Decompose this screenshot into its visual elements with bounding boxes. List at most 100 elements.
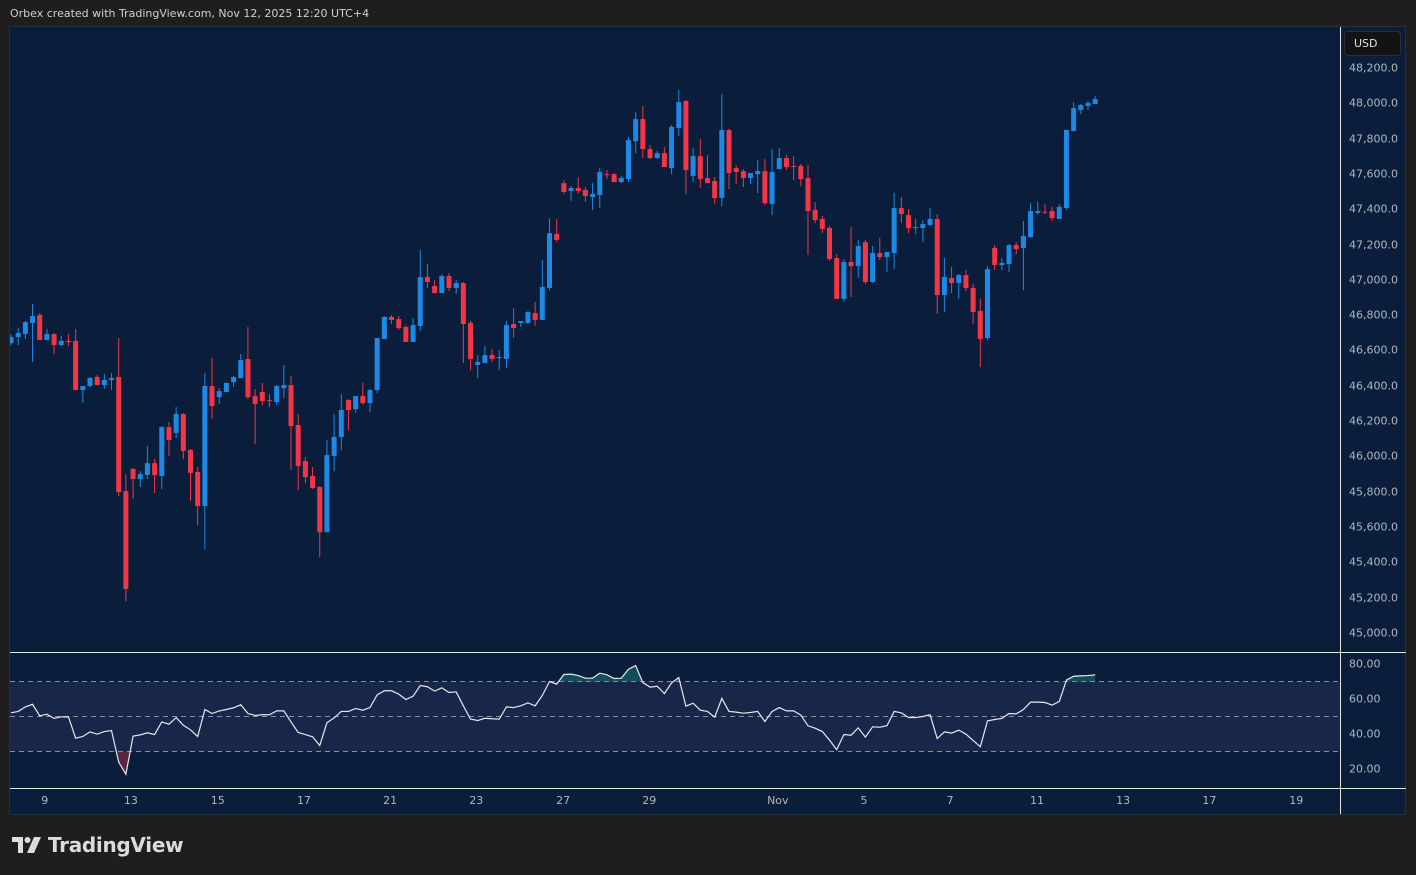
candle — [712, 177, 718, 204]
candle-body — [669, 126, 675, 169]
candle — [604, 170, 610, 180]
candle — [274, 385, 280, 406]
candle — [381, 316, 387, 340]
candle — [152, 459, 158, 493]
candle — [525, 310, 531, 325]
candle-body — [783, 158, 789, 168]
candle-body — [1085, 102, 1091, 106]
time-tick-label: 13 — [1116, 794, 1131, 807]
candle — [654, 150, 660, 160]
candle — [783, 155, 789, 171]
candle — [956, 274, 962, 299]
candle-body — [970, 287, 976, 313]
candle-body — [51, 334, 57, 346]
chart-attribution: Orbex created with TradingView.com, Nov … — [10, 7, 370, 20]
candle — [934, 214, 940, 314]
candle-body — [647, 149, 653, 159]
candle-body — [302, 461, 308, 478]
price-tick-label: 48,000.0 — [1349, 96, 1398, 110]
candle — [518, 321, 524, 328]
candle-body — [223, 382, 229, 392]
candle — [432, 280, 438, 294]
candle — [87, 376, 93, 388]
candle-body — [101, 379, 107, 386]
candle-body — [281, 385, 287, 389]
price-tick-label: 46,000.0 — [1349, 449, 1398, 463]
rsi-tick-label: 40.00 — [1349, 727, 1381, 741]
price-pane[interactable] — [10, 27, 1340, 652]
candle — [331, 414, 337, 472]
candle — [970, 283, 976, 325]
candle-body — [353, 396, 359, 410]
candle-body — [712, 180, 718, 198]
tradingview-logo[interactable]: TradingView — [12, 833, 184, 857]
rsi-pane[interactable] — [10, 653, 1340, 788]
candle — [209, 358, 215, 420]
pane-separator[interactable] — [10, 652, 1406, 653]
candle — [446, 272, 452, 291]
candle — [827, 226, 833, 261]
candle — [532, 301, 538, 326]
candle-body — [805, 177, 811, 212]
candle — [568, 186, 574, 201]
candle — [647, 144, 653, 160]
tradingview-logo-icon — [12, 837, 41, 853]
candle — [202, 373, 208, 550]
candle — [94, 375, 100, 386]
candle — [1020, 221, 1026, 291]
candle-body — [202, 385, 208, 507]
candle — [640, 105, 646, 159]
candle — [130, 467, 136, 499]
candle — [862, 239, 868, 285]
candle-body — [180, 414, 186, 451]
candle-body — [733, 168, 739, 172]
candle — [424, 263, 430, 288]
time-tick-label: 11 — [1030, 794, 1045, 807]
candle — [403, 325, 409, 343]
candle-body — [884, 251, 890, 258]
tradingview-logo-text: TradingView — [48, 833, 184, 857]
price-tick-label: 47,000.0 — [1349, 273, 1398, 287]
candle-body — [812, 209, 818, 221]
candle-body — [65, 340, 71, 343]
candle-body — [590, 194, 596, 198]
candle — [661, 147, 667, 168]
candle-body — [568, 188, 574, 192]
candle-body — [310, 476, 316, 489]
candle — [697, 138, 703, 189]
time-tick-label: 29 — [642, 794, 657, 807]
time-tick-label: Nov — [767, 794, 789, 807]
currency-button[interactable]: USD — [1344, 31, 1401, 56]
candle-body — [992, 248, 998, 266]
candle-body — [719, 129, 725, 198]
candle — [855, 239, 861, 279]
candle-body — [417, 277, 423, 326]
time-tick-label: 15 — [210, 794, 225, 807]
candle-body — [424, 277, 430, 282]
candle-body — [324, 455, 330, 533]
candle — [1078, 104, 1084, 115]
candle-body — [819, 218, 825, 230]
candle-body — [432, 286, 438, 294]
candle-body — [654, 153, 660, 159]
time-tick-label: 27 — [556, 794, 571, 807]
candle — [1049, 206, 1055, 222]
candle-body — [152, 463, 158, 475]
time-tick-label: 21 — [383, 794, 398, 807]
price-tick-label: 48,200.0 — [1349, 61, 1398, 75]
candle — [216, 388, 222, 404]
candle-body — [913, 227, 919, 229]
candle — [1028, 203, 1034, 239]
price-tick-label: 46,200.0 — [1349, 414, 1398, 428]
candle — [913, 218, 919, 234]
candle-body — [109, 378, 115, 380]
candle — [252, 388, 258, 445]
candle — [920, 220, 926, 243]
candle — [625, 137, 631, 183]
candle — [180, 412, 186, 460]
candle-body — [30, 316, 36, 323]
candle — [726, 128, 732, 189]
candle-body — [532, 313, 538, 320]
candle-body — [683, 101, 689, 171]
candle-body — [518, 321, 524, 323]
